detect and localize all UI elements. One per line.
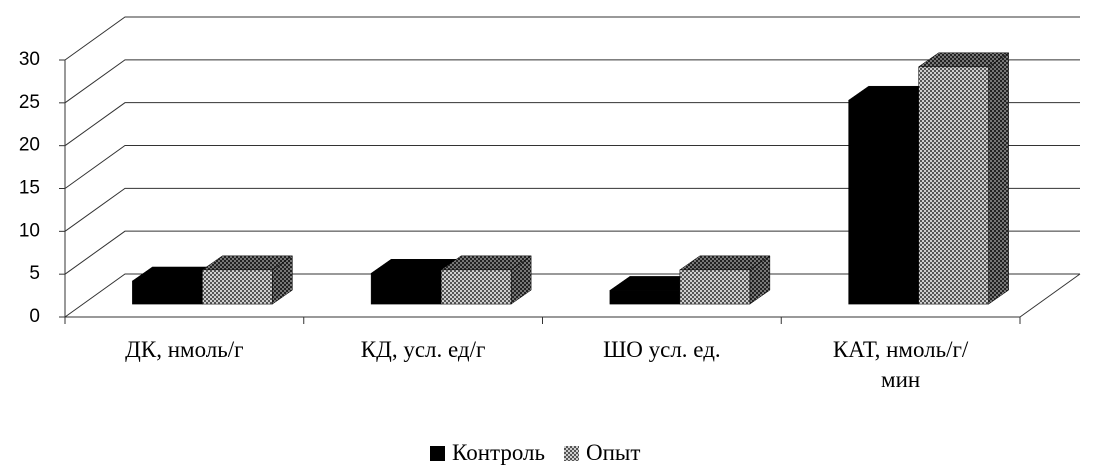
bar-front <box>609 290 681 305</box>
legend-label: Контроль <box>452 440 545 465</box>
legend-swatch <box>430 446 445 461</box>
bar-front <box>918 66 989 305</box>
bar <box>917 52 1010 305</box>
floor-right <box>1019 273 1081 318</box>
y-tick-label: 5 <box>29 263 40 284</box>
grid-line <box>64 230 1080 275</box>
x-tick-label: КАТ, нмоль/г/мин <box>832 337 969 392</box>
bar <box>679 255 771 305</box>
x-tick-label: ШО усл. ед. <box>603 337 721 362</box>
bar <box>440 255 532 305</box>
bar-side <box>988 52 1009 305</box>
bar-front <box>370 273 442 305</box>
y-tick-label: 15 <box>19 178 40 199</box>
bar-front <box>679 269 751 305</box>
y-tick-label: 0 <box>29 306 40 327</box>
bar <box>201 255 294 305</box>
grid-line <box>64 16 1080 61</box>
legend-label: Опыт <box>586 440 641 465</box>
bar-front <box>440 269 512 305</box>
bar-front <box>132 280 203 305</box>
y-tick-label: 10 <box>19 220 40 241</box>
legend-swatch <box>564 446 579 461</box>
y-tick-label: 25 <box>19 92 40 113</box>
x-tick-label: КД, усл. ед/г <box>360 337 486 362</box>
bar-front <box>202 269 273 305</box>
y-tick-label: 30 <box>19 49 40 70</box>
y-tick-label: 20 <box>19 135 40 156</box>
grid-line <box>64 145 1080 189</box>
x-tick-label: ДК, нмоль/г <box>125 337 244 362</box>
bar-front <box>848 99 919 305</box>
grid-line <box>64 187 1080 232</box>
grid-line <box>64 59 1080 104</box>
grid-line <box>64 102 1080 147</box>
